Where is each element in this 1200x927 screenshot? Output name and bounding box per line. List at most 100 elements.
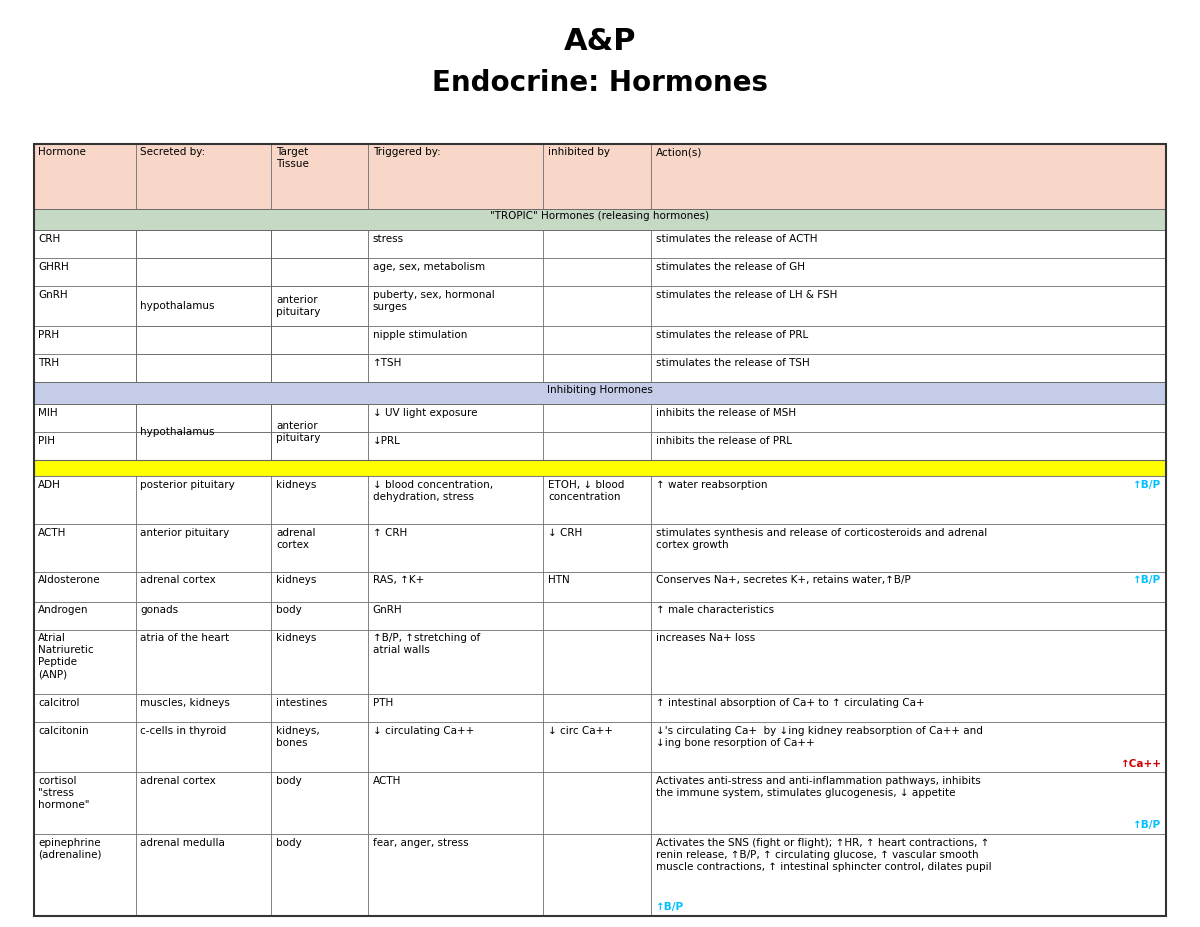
Bar: [367, 772, 544, 834]
Bar: [650, 834, 1166, 916]
Bar: [271, 694, 367, 722]
Bar: [367, 144, 544, 209]
Bar: [136, 326, 271, 354]
Bar: [136, 432, 271, 460]
Text: muscles, kidneys: muscles, kidneys: [140, 698, 230, 708]
Bar: [34, 382, 1166, 404]
Bar: [544, 404, 650, 432]
Text: stimulates the release of LH & FSH: stimulates the release of LH & FSH: [655, 290, 838, 300]
Bar: [136, 722, 271, 772]
Bar: [650, 524, 1166, 572]
Bar: [367, 834, 544, 916]
Bar: [136, 629, 271, 694]
Text: body: body: [276, 838, 302, 848]
Bar: [544, 286, 650, 326]
Bar: [367, 476, 544, 524]
Text: ADH: ADH: [38, 479, 61, 489]
Text: PIH: PIH: [38, 436, 55, 446]
Bar: [34, 326, 136, 354]
Bar: [136, 259, 271, 286]
Bar: [34, 231, 136, 259]
Text: GHRH: GHRH: [38, 262, 70, 273]
Bar: [34, 404, 136, 432]
Text: ↓ CRH: ↓ CRH: [548, 527, 582, 538]
Bar: [544, 231, 650, 259]
Text: epinephrine
(adrenaline): epinephrine (adrenaline): [38, 838, 102, 859]
Bar: [544, 259, 650, 286]
Bar: [271, 231, 367, 382]
Bar: [271, 629, 367, 694]
Bar: [367, 602, 544, 629]
Bar: [544, 354, 650, 382]
Text: stimulates synthesis and release of corticosteroids and adrenal
cortex growth: stimulates synthesis and release of cort…: [655, 527, 988, 550]
Text: ↓ circ Ca++: ↓ circ Ca++: [548, 726, 613, 736]
Text: kidneys: kidneys: [276, 633, 317, 643]
Bar: [271, 354, 367, 382]
Bar: [544, 476, 650, 524]
Bar: [136, 404, 271, 432]
Bar: [544, 144, 650, 209]
Bar: [136, 286, 271, 326]
Bar: [367, 259, 544, 286]
Text: ↑Ca++: ↑Ca++: [1121, 758, 1162, 768]
Bar: [34, 144, 1166, 916]
Bar: [34, 259, 136, 286]
Text: puberty, sex, hormonal
surges: puberty, sex, hormonal surges: [372, 290, 494, 312]
Text: Activates the SNS (fight or flight); ↑HR, ↑ heart contractions, ↑
renin release,: Activates the SNS (fight or flight); ↑HR…: [655, 838, 991, 871]
Text: ACTH: ACTH: [372, 776, 401, 786]
Text: ETOH, ↓ blood
concentration: ETOH, ↓ blood concentration: [548, 479, 624, 502]
Text: stimulates the release of TSH: stimulates the release of TSH: [655, 358, 810, 368]
Text: ↓PRL: ↓PRL: [372, 436, 401, 446]
Text: ↑B/P: ↑B/P: [1134, 576, 1162, 585]
Bar: [367, 286, 544, 326]
Text: adrenal cortex: adrenal cortex: [140, 576, 216, 585]
Bar: [271, 476, 367, 524]
Text: CRH: CRH: [38, 235, 61, 244]
Bar: [650, 694, 1166, 722]
Bar: [136, 354, 271, 382]
Bar: [544, 772, 650, 834]
Text: Aldosterone: Aldosterone: [38, 576, 101, 585]
Text: body: body: [276, 605, 302, 616]
Bar: [34, 209, 1166, 231]
Bar: [544, 572, 650, 602]
Text: kidneys: kidneys: [276, 479, 317, 489]
Bar: [271, 286, 367, 326]
Bar: [271, 404, 367, 460]
Text: PRH: PRH: [38, 330, 60, 340]
Text: ↓ circulating Ca++: ↓ circulating Ca++: [372, 726, 474, 736]
Text: calcitrol: calcitrol: [38, 698, 80, 708]
Text: ↓ UV light exposure: ↓ UV light exposure: [372, 408, 478, 418]
Bar: [544, 722, 650, 772]
Bar: [367, 694, 544, 722]
Text: ACTH: ACTH: [38, 527, 67, 538]
Text: anterior
pituitary: anterior pituitary: [276, 296, 320, 317]
Bar: [34, 834, 136, 916]
Bar: [136, 231, 271, 259]
Bar: [650, 772, 1166, 834]
Bar: [650, 476, 1166, 524]
Bar: [367, 629, 544, 694]
Text: Action(s): Action(s): [655, 147, 702, 158]
Text: GnRH: GnRH: [38, 290, 68, 300]
Bar: [544, 602, 650, 629]
Bar: [650, 354, 1166, 382]
Bar: [34, 722, 136, 772]
Text: ↑TSH: ↑TSH: [372, 358, 402, 368]
Text: GnRH: GnRH: [372, 605, 402, 616]
Text: anterior pituitary: anterior pituitary: [140, 527, 229, 538]
Bar: [34, 432, 136, 460]
Bar: [650, 326, 1166, 354]
Bar: [544, 432, 650, 460]
Bar: [544, 834, 650, 916]
Text: PTH: PTH: [372, 698, 392, 708]
Text: c-cells in thyroid: c-cells in thyroid: [140, 726, 227, 736]
Bar: [136, 476, 271, 524]
Text: Endocrine: Hormones: Endocrine: Hormones: [432, 70, 768, 97]
Text: kidneys,
bones: kidneys, bones: [276, 726, 320, 748]
Text: stimulates the release of PRL: stimulates the release of PRL: [655, 330, 808, 340]
Text: Androgen: Androgen: [38, 605, 89, 616]
Text: Inhibiting Hormones: Inhibiting Hormones: [547, 385, 653, 395]
Bar: [34, 602, 136, 629]
Bar: [271, 834, 367, 916]
